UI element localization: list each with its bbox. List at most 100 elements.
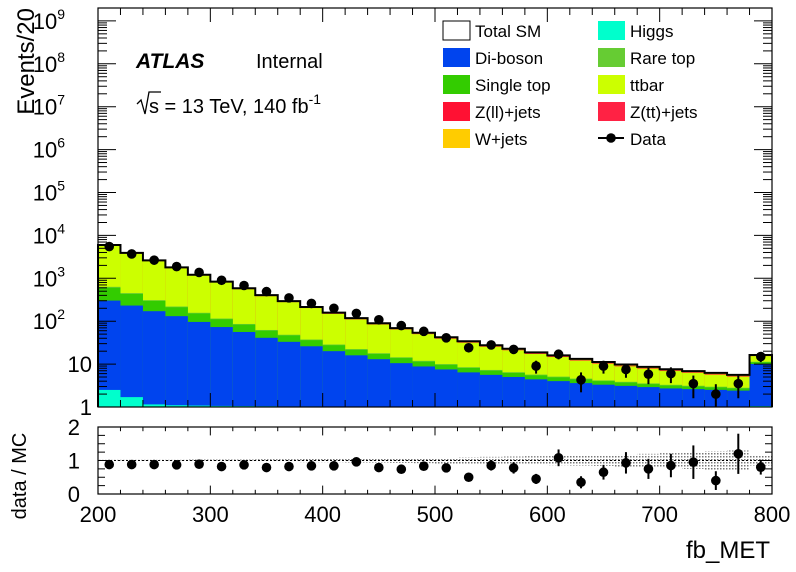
data-point [508, 344, 519, 355]
stack-bar [390, 363, 413, 407]
y-tick-label: 108 [33, 49, 65, 77]
total-sm-outline [97, 244, 773, 407]
y-tick-label: 10 [68, 352, 92, 377]
x-tick-label: 400 [304, 502, 341, 527]
ratio-point [171, 460, 182, 470]
data-point [306, 298, 317, 309]
ratio-points [104, 433, 766, 490]
stack-bar [569, 383, 593, 407]
legend-entry: Z(ll)+jets [443, 102, 541, 122]
stack-layer [98, 300, 772, 407]
data-point [194, 267, 204, 278]
y-tick-base: 10 [33, 138, 57, 163]
stack-bar [502, 376, 525, 407]
stack-bar [524, 379, 548, 407]
data-point [643, 369, 654, 380]
y-tick-label: 104 [33, 220, 65, 248]
ratio-point [374, 462, 384, 473]
ratio-point [755, 462, 766, 473]
stack-bar [165, 405, 188, 407]
ratio-point [239, 460, 249, 470]
y-tick-base: 10 [68, 352, 92, 377]
ratio-point [418, 461, 429, 471]
legend-label: Higgs [630, 22, 673, 41]
uncertainty-bin [277, 459, 301, 462]
stack-bar [547, 381, 570, 407]
data-point [463, 342, 474, 353]
ratio-point [666, 460, 676, 471]
y-tick-exp: 9 [57, 6, 65, 22]
data-point [598, 361, 609, 371]
y-tick-base: 10 [33, 95, 57, 120]
ratio-point [396, 464, 407, 475]
stack-bar [614, 385, 638, 407]
y-tick-label: 1 [80, 395, 92, 420]
x-tick-label: 800 [754, 502, 791, 527]
stack-bar [435, 369, 458, 407]
ratio-point [329, 461, 339, 471]
y-tick-exp: 5 [57, 178, 65, 194]
ratio-point [531, 474, 541, 484]
ratio-y-axis-title: data / MC [9, 433, 31, 520]
ratio-point [126, 459, 137, 470]
stack-bar [300, 346, 323, 407]
legend-swatch [443, 75, 470, 94]
y-tick-base: 10 [33, 223, 57, 248]
ratio-y-tick-label: 1 [68, 449, 80, 474]
y-tick-base: 10 [33, 181, 57, 206]
data-point [239, 280, 249, 291]
y-tick-base: 10 [33, 9, 57, 34]
y-tick-exp: 6 [57, 135, 65, 151]
y-tick-base: 1 [80, 395, 92, 420]
x-tick-label: 600 [529, 502, 566, 527]
legend-swatch [443, 48, 470, 67]
x-tick-label: 500 [417, 502, 454, 527]
stack-bar [345, 355, 368, 407]
ratio-point [486, 460, 496, 471]
legend-data-marker [606, 133, 616, 143]
ratio-point [261, 462, 272, 473]
y-axis-title: Events/20 [13, 8, 40, 115]
y-tick-label: 109 [33, 6, 65, 34]
legend-entry: Total SM [442, 20, 541, 41]
stack-bar [187, 321, 211, 407]
data-point [374, 314, 384, 325]
stack-bar [120, 305, 143, 407]
stack-bar [592, 384, 615, 407]
data-point [666, 368, 676, 379]
legend: Total SM Higgs Di-boson Rare top Single top t… [442, 20, 698, 149]
data-point [576, 375, 586, 385]
legend-label: Di-boson [475, 49, 543, 68]
y-tick-base: 10 [33, 309, 57, 334]
stack-bar [232, 331, 256, 407]
data-point [351, 308, 362, 319]
legend-swatch [598, 102, 625, 121]
data-point [531, 361, 541, 371]
stack-bar [277, 341, 301, 407]
y-tick-label: 105 [33, 178, 65, 206]
energy-label: s = 13 TeV, 140 fb-1 [136, 91, 322, 118]
ratio-point [441, 463, 452, 473]
data-point [329, 303, 339, 314]
stack-bar [98, 300, 121, 407]
ratio-point [149, 459, 159, 470]
legend-label: Data [630, 130, 666, 149]
y-tick-exp: 8 [57, 49, 65, 65]
data-point [711, 389, 721, 399]
y-tick-exp: 7 [57, 92, 65, 108]
energy-sup: -1 [309, 91, 322, 107]
ratio-point [621, 458, 631, 468]
legend-entry: Rare top [598, 48, 695, 68]
legend-entry: Data [598, 130, 666, 149]
uncertainty-bin [390, 458, 413, 463]
total-sm-line [97, 244, 773, 407]
data-point [441, 333, 452, 343]
x-tick-label: 200 [80, 502, 117, 527]
legend-label: Rare top [630, 49, 695, 68]
legend-swatch [598, 48, 625, 67]
stack-bar [98, 389, 121, 407]
stack-bar [165, 316, 188, 407]
y-tick-label: 107 [33, 92, 65, 120]
y-tick-exp: 4 [57, 220, 65, 236]
